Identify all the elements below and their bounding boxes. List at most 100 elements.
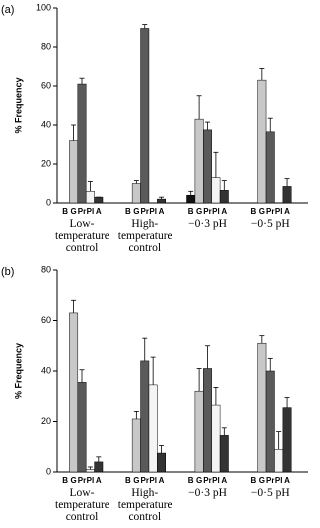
category-label: −0·3 pH [188,218,227,230]
bar [282,407,292,473]
series-label: G [259,476,265,485]
bar [94,461,104,473]
bar [265,131,275,204]
bar [257,342,267,473]
series-label: Pr [203,476,211,485]
category-label: −0·3 pH [188,487,227,499]
bar [219,435,229,473]
category-label: High-temperature control [117,487,172,523]
bar [203,129,212,204]
series-label: B [125,207,131,216]
y-tick-label: 60 [41,80,51,90]
category-label-box: −0·5 pH [250,218,290,230]
y-tick-label: 0 [46,197,51,207]
bar [265,370,275,473]
series-label: G [196,207,202,216]
category-label-box: −0·3 pH [188,218,227,230]
series-label: A [284,476,290,485]
series-label: Pr [141,207,149,216]
y-tick-label: 100 [36,2,51,12]
bar [257,79,267,204]
series-label: G [70,476,76,485]
category-label-box: −0·3 pH [188,487,227,499]
series-label: G [70,207,76,216]
series-label: B [62,207,68,216]
series-label: A [284,207,290,216]
series-label: B [125,476,131,485]
series-label: Pl [87,207,95,216]
category-label: −0·5 pH [250,487,290,499]
bar [85,191,95,204]
category-label: −0·5 pH [250,218,290,230]
series-label: G [196,476,202,485]
series-label: Pr [266,476,274,485]
category-label-box: High-temperature control [117,218,172,254]
category-label-box: Low-temperature control [55,218,109,254]
bar [140,28,150,204]
category-label-box: Low-temperature control [55,487,109,523]
series-label: Pl [149,476,157,485]
y-tick-label: 80 [41,264,51,274]
panel-label: (a) [1,4,14,16]
y-tick-label: 60 [41,315,51,325]
category-label-box: −0·5 pH [250,487,290,499]
y-tick-label: 0 [46,466,51,476]
series-label: A [221,207,227,216]
series-label: B [251,476,257,485]
series-label: Pr [266,207,274,216]
bar [194,118,204,204]
y-tick-label: 20 [41,158,51,168]
bar [194,390,204,473]
bar [186,194,196,204]
y-tick-label: 20 [41,416,51,426]
series-label: Pr [78,476,86,485]
series-label: B [62,476,68,485]
bar [140,360,150,473]
bar [211,404,221,473]
bar [69,140,79,204]
bar [85,469,95,473]
panel-label: (b) [1,266,14,278]
category-label-box: High-temperature control [117,487,172,523]
series-label: Pr [78,207,86,216]
bar [203,368,212,473]
y-tick-label: 40 [41,365,51,375]
series-label: Pl [149,207,157,216]
series-label: Pl [275,207,283,216]
series-label: Pr [203,207,211,216]
bar [131,183,141,204]
bar [69,312,79,473]
y-tick-label: 40 [41,119,51,129]
category-label: Low-temperature control [55,487,109,523]
bar [219,190,229,204]
series-label: A [221,476,227,485]
bar [94,196,104,204]
bar [131,418,141,473]
series-label: A [159,207,165,216]
bar [211,177,221,204]
bar [282,186,292,204]
bar [157,198,167,204]
bar [77,382,87,473]
series-label: Pl [212,476,220,485]
category-label: High-temperature control [117,218,172,254]
series-label: A [159,476,165,485]
series-label: G [133,476,139,485]
series-label: G [259,207,265,216]
y-axis-label: % Frequency [13,77,23,133]
series-label: B [251,207,257,216]
series-label: A [96,476,102,485]
series-label: B [188,207,194,216]
series-label: Pl [275,476,283,485]
y-axis-label: % Frequency [13,343,23,399]
category-label: Low-temperature control [55,218,109,254]
bar [157,452,167,473]
bar [77,83,87,204]
series-label: B [188,476,194,485]
series-label: Pr [141,476,149,485]
series-label: Pl [87,476,95,485]
y-tick-label: 80 [41,41,51,51]
series-label: G [133,207,139,216]
bar [148,384,158,473]
